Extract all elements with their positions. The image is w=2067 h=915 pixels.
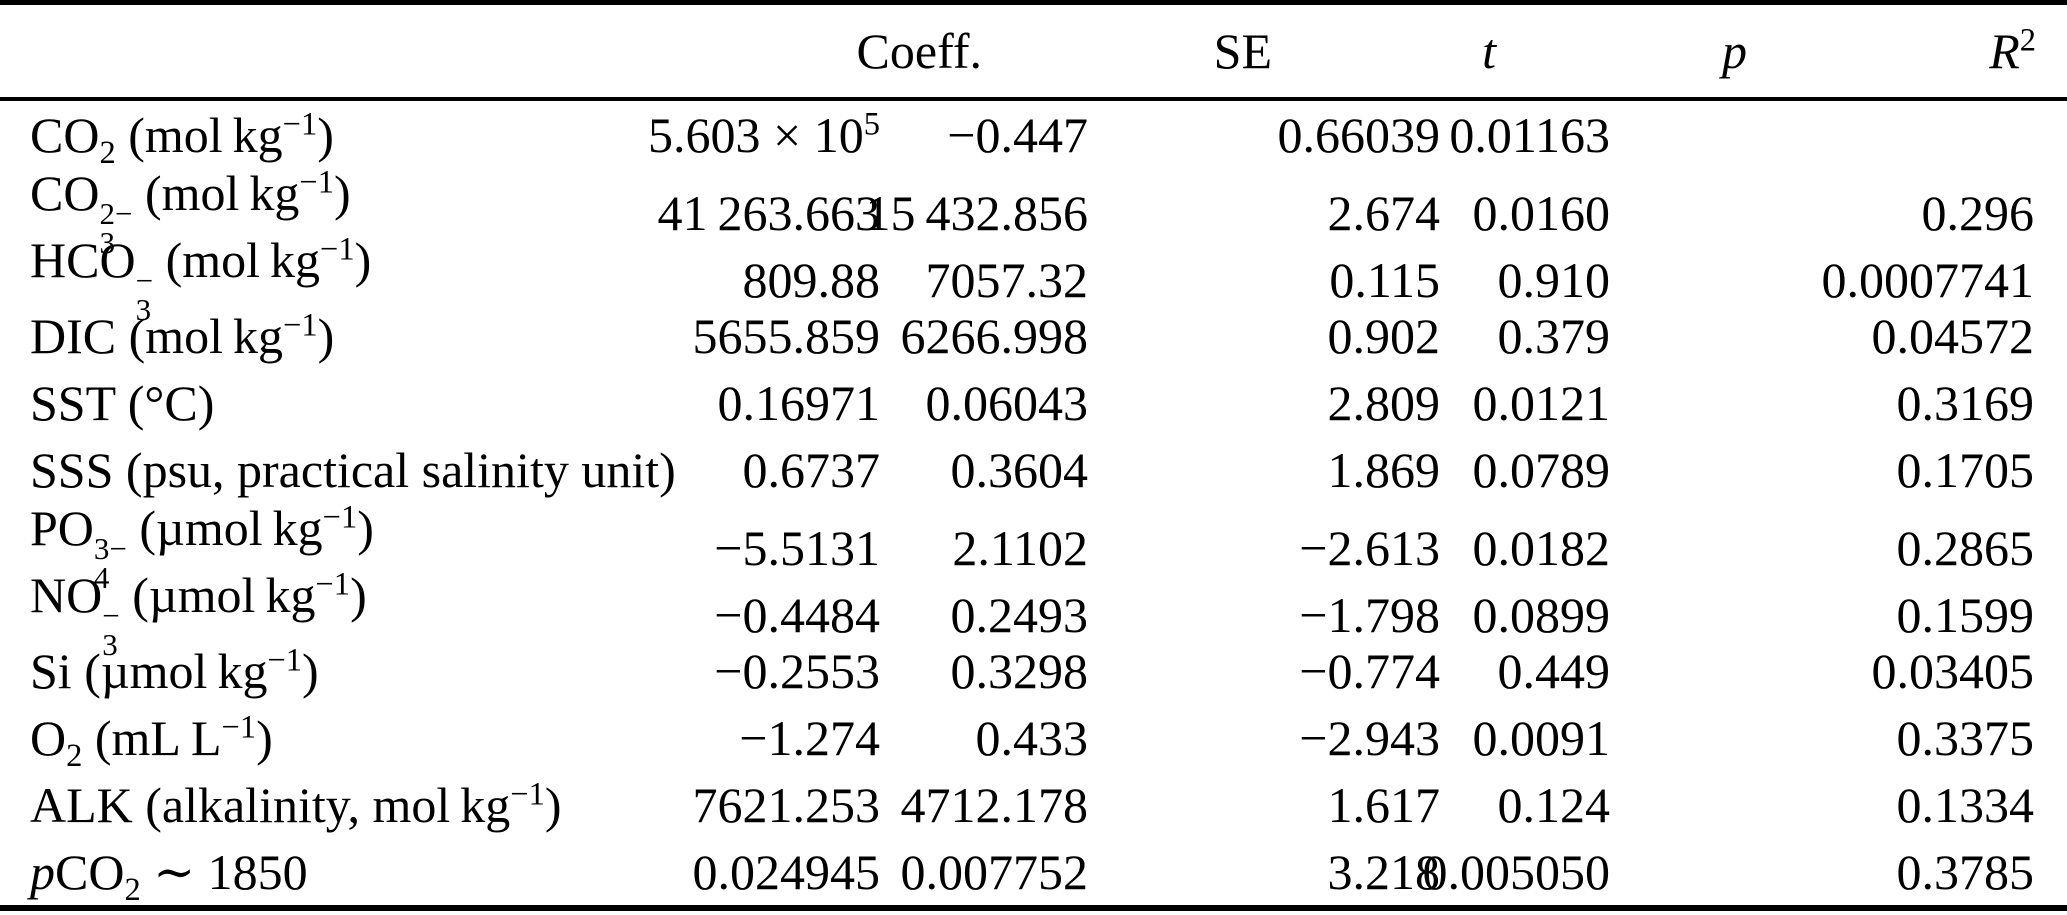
table-header-row: Coeff. SE t p R2	[0, 5, 2067, 101]
row-label: SST (°C)	[30, 374, 215, 431]
cell-r2: 0.1334	[1896, 776, 2035, 833]
cell-r2: 0.2865	[1896, 519, 2035, 576]
cell-t: 0.115	[1329, 251, 1440, 308]
cell-p: 0.005050	[1422, 843, 1611, 900]
cell-se: 4712.178	[900, 776, 1089, 833]
cell-se: 6266.998	[900, 307, 1089, 364]
cell-t: 0.902	[1327, 307, 1441, 364]
cell-p: 0.449	[1497, 642, 1611, 699]
sub-sup-stack: 3− 4	[93, 530, 127, 596]
row-label: PO 3− 4 (µmol kg−1)	[30, 499, 374, 596]
sub-sup-stack: 2− 3	[99, 195, 133, 261]
cell-se: 0.06043	[925, 374, 1089, 431]
cell-p: 0.379	[1497, 307, 1611, 364]
table-row: Si (µmol kg−1) −0.2553 0.3298 −0.774 0.449 0.…	[0, 637, 2067, 704]
cell-se: −0.447	[947, 106, 1088, 163]
cell-se: 0.3604	[950, 441, 1089, 498]
cell-se: 7057.32	[925, 251, 1089, 308]
cell-t: −2.943	[1299, 709, 1440, 766]
cell-se: 15 432.856	[865, 184, 1088, 241]
cell-p: 0.0160	[1472, 184, 1611, 241]
cell-r2: 0.04572	[1871, 307, 2035, 364]
sub-sup-stack: −3	[135, 262, 154, 328]
table-row: O2 (mL L−1) −1.274 0.433 −2.943 0.0091 0.3375	[0, 704, 2067, 774]
cell-t: 1.869	[1327, 441, 1441, 498]
table-row: CO2 (mol kg−1) 5.603 × 105 −0.447 0.66039 0.…	[0, 101, 2067, 171]
cell-se: 2.1102	[952, 519, 1088, 576]
cell-p: 0.910	[1497, 251, 1611, 308]
row-label: CO 2− 3 (mol kg−1)	[30, 164, 351, 261]
col-header-t: t	[1482, 23, 1496, 79]
col-header-r2: R2	[1989, 22, 2036, 79]
col-header-coeff: Coeff.	[856, 23, 982, 79]
cell-r2: 0.296	[1921, 184, 2035, 241]
cell-coeff: 0.024945	[692, 843, 881, 900]
cell-r2: 0.3169	[1896, 374, 2035, 431]
cell-p: 0.0182	[1472, 519, 1611, 576]
cell-t: −0.774	[1299, 642, 1440, 699]
col-header-se: SE	[1213, 23, 1272, 79]
row-label: pCO2 ∼ 1850	[30, 843, 308, 908]
cell-coeff: −0.2553	[714, 642, 880, 699]
cell-t: 0.66039	[1277, 106, 1441, 163]
row-label: DIC (mol kg−1)	[30, 306, 335, 364]
row-label: Si (µmol kg−1)	[30, 641, 319, 699]
cell-se: 0.2493	[950, 586, 1089, 643]
cell-t: −1.798	[1299, 586, 1440, 643]
cell-p: 0.01163	[1449, 106, 1610, 163]
cell-coeff: −5.5131	[714, 519, 880, 576]
row-label: NO −3 (µmol kg−1)	[30, 566, 367, 663]
cell-p: 0.0121	[1472, 374, 1611, 431]
table-row: ALK (alkalinity, mol kg−1) 7621.253 4712.1…	[0, 771, 2067, 838]
table-row: pCO2 ∼ 1850 0.024945 0.007752 3.218 0.005050…	[0, 838, 2067, 908]
cell-r2: 0.03405	[1871, 642, 2035, 699]
table-row: NO −3 (µmol kg−1) −0.4484 0.2493 −1.798 0.089…	[0, 568, 2067, 661]
cell-coeff: −1.274	[739, 709, 880, 766]
table-row: DIC (mol kg−1) 5655.859 6266.998 0.902 0.379…	[0, 302, 2067, 369]
row-label: O2 (mL L−1)	[30, 708, 273, 774]
table-row: SST (°C) 0.16971 0.06043 2.809 0.0121 0.3169	[0, 369, 2067, 436]
table-body: CO2 (mol kg−1) 5.603 × 105 −0.447 0.66039 0.…	[0, 101, 2067, 908]
cell-coeff: 7621.253	[692, 776, 881, 833]
col-header-p: p	[1722, 23, 1747, 79]
cell-r2: 0.1599	[1896, 586, 2035, 643]
cell-r2: 0.1705	[1896, 441, 2035, 498]
table-row: PO 3− 4 (µmol kg−1) −5.5131 2.1102 −2.613 0.01…	[0, 501, 2067, 594]
cell-t: 2.809	[1327, 374, 1441, 431]
row-label: SSS (psu, practical salinity unit)	[30, 441, 676, 498]
cell-r2: 0.3375	[1896, 709, 2035, 766]
cell-coeff: 41 263.663	[657, 184, 880, 241]
cell-p: 0.124	[1497, 776, 1611, 833]
cell-coeff: 0.16971	[717, 374, 881, 431]
cell-se: 0.007752	[900, 843, 1089, 900]
cell-t: −2.613	[1299, 519, 1440, 576]
cell-t: 2.674	[1327, 184, 1441, 241]
cell-coeff: 5.603 × 105	[648, 105, 880, 163]
cell-se: 0.3298	[950, 642, 1089, 699]
cell-r2: 0.0007741	[1821, 251, 2035, 308]
cell-coeff: 809.88	[742, 251, 881, 308]
cell-p: 0.0091	[1472, 709, 1611, 766]
table-row: HCO −3 (mol kg−1) 809.88 7057.32 0.115 0.910 0…	[0, 233, 2067, 326]
cell-p: 0.0789	[1472, 441, 1611, 498]
table-row: SSS (psu, practical salinity unit) 0.6737…	[0, 436, 2067, 503]
cell-coeff: 5655.859	[692, 307, 881, 364]
sub-sup-stack: −3	[102, 597, 120, 663]
cell-t: 3.218	[1327, 843, 1441, 900]
row-label: CO2 (mol kg−1)	[30, 105, 334, 171]
table-row: CO 2− 3 (mol kg−1) 41 263.663 15 432.856 2.67…	[0, 166, 2067, 259]
cell-p: 0.0899	[1472, 586, 1611, 643]
cell-r2: 0.3785	[1896, 843, 2035, 900]
cell-coeff: 0.6737	[742, 441, 881, 498]
row-label: ALK (alkalinity, mol kg−1)	[30, 775, 562, 833]
cell-coeff: −0.4484	[714, 586, 880, 643]
cell-se: 0.433	[975, 709, 1089, 766]
row-label: HCO −3 (mol kg−1)	[30, 231, 372, 328]
cell-t: 1.617	[1327, 776, 1441, 833]
